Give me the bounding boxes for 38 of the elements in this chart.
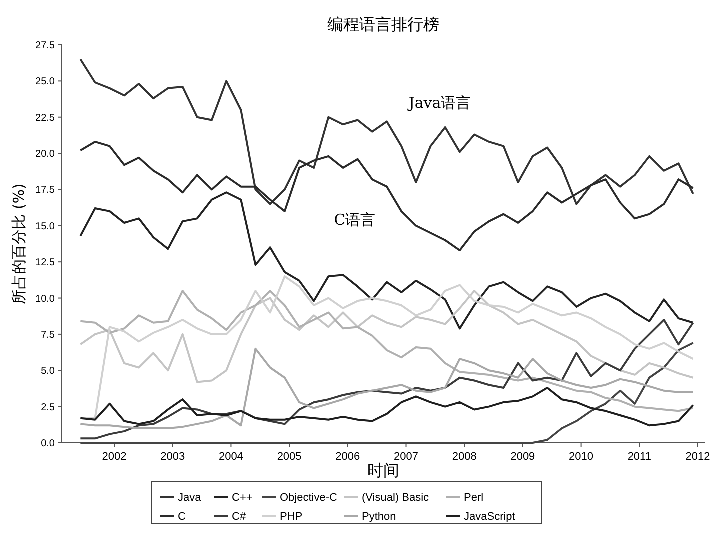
y-tick-label: 2.5 [41, 402, 56, 414]
x-tick-label: 2005 [277, 451, 302, 463]
y-tick-label: 25.0 [36, 76, 56, 88]
legend-label: C [178, 510, 186, 523]
x-tick-label: 2007 [394, 451, 418, 463]
y-axis-title: 所占的百分比 (%) [10, 184, 28, 304]
y-tick-label: 15.0 [36, 221, 56, 232]
annotation: Java语言 [406, 94, 472, 112]
legend-label: Java [178, 492, 202, 504]
legend-label: JavaScript [464, 510, 516, 523]
x-tick-label: 2010 [569, 451, 594, 463]
legend-label: (Visual) Basic [362, 492, 430, 504]
legend-label: Objective-C [280, 492, 338, 504]
legend-label: PHP [280, 510, 303, 523]
chart-title: 编程语言排行榜 [328, 15, 440, 34]
y-tick-label: 22.5 [36, 112, 56, 124]
x-tick-label: 2004 [218, 451, 244, 463]
y-tick-label: 5.0 [41, 366, 56, 378]
x-tick-label: 2009 [510, 451, 536, 463]
x-tick-label: 2006 [336, 451, 360, 463]
x-tick-label: 2002 [102, 451, 127, 463]
legend-label: Python [362, 510, 396, 523]
annotation: C语言 [334, 211, 376, 229]
y-tick-label: 12.5 [36, 258, 56, 269]
legend-label: C# [232, 510, 247, 523]
y-tick-label: 0.0 [41, 438, 56, 450]
legend-label: Perl [464, 492, 484, 504]
y-tick-label: 10.0 [36, 294, 56, 305]
x-tick-label: 2008 [452, 451, 477, 463]
y-tick-label: 7.5 [41, 330, 56, 341]
y-tick-label: 17.5 [36, 185, 56, 196]
y-tick-label: 20.0 [36, 149, 56, 160]
x-axis-title: 时间 [368, 461, 400, 480]
legend-label: C++ [232, 492, 253, 504]
x-tick-label: 2003 [160, 451, 186, 463]
x-tick-label: 2011 [628, 451, 652, 463]
y-tick-label: 27.5 [36, 40, 56, 52]
x-tick-label: 2012 [686, 451, 710, 463]
